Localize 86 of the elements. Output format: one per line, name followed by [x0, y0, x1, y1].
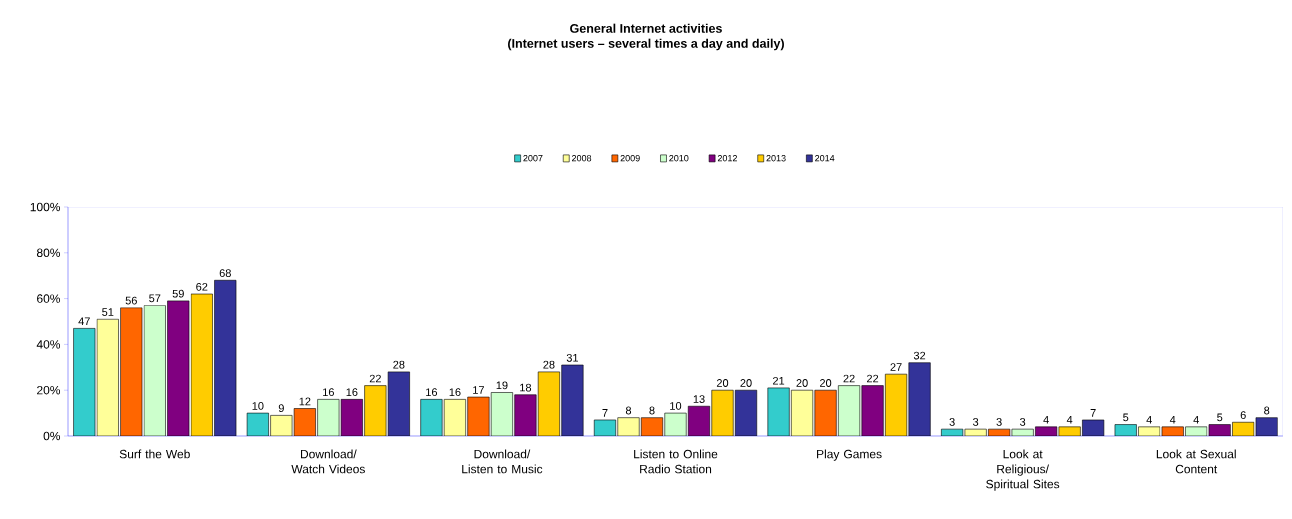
legend-label: 2007 [523, 155, 543, 162]
bar [514, 394, 537, 436]
chart-title: General Internet activities [570, 23, 722, 33]
bar [167, 300, 190, 436]
bar [561, 364, 584, 436]
data-label: 3 [1020, 418, 1026, 426]
data-label: 56 [125, 296, 137, 305]
data-label: 20 [796, 379, 808, 387]
data-label: 16 [449, 388, 461, 397]
y-tick-label: 60% [37, 294, 61, 303]
legend-label: 2013 [766, 155, 786, 162]
data-label: 8 [1264, 406, 1270, 415]
data-label: 22 [867, 374, 879, 383]
legend-label: 2014 [815, 155, 835, 162]
data-label: 16 [323, 388, 334, 397]
x-tick-label: Look at Sexual Content [1156, 449, 1236, 474]
bar [908, 362, 931, 436]
y-tick-label: 80% [36, 248, 61, 258]
data-label: 20 [716, 379, 729, 387]
y-tick-label: 0% [43, 431, 61, 441]
legend-label: 2012 [717, 155, 737, 162]
data-label: 4 [1066, 415, 1073, 424]
legend-label: 2010 [669, 155, 689, 162]
data-label: 7 [1090, 409, 1096, 417]
data-label: 4 [1193, 415, 1199, 424]
data-label: 20 [820, 379, 832, 387]
data-label: 4 [1169, 415, 1176, 424]
bar [120, 307, 143, 436]
data-label: 8 [625, 406, 632, 415]
data-label: 59 [172, 289, 184, 298]
chart-subtitle: (Internet users – several times a day and daily) [508, 38, 784, 51]
x-tick-label: Listen to Online Radio Station [634, 449, 718, 474]
data-label: 16 [346, 388, 358, 397]
data-label: 28 [543, 360, 555, 369]
bar [617, 417, 640, 436]
data-label: 32 [913, 351, 926, 360]
x-tick-label: Download/ Watch Videos [291, 449, 365, 474]
data-label: 17 [473, 386, 484, 394]
data-label: 6 [1240, 411, 1246, 419]
bar [214, 279, 237, 436]
x-tick-label: Play Games [817, 449, 882, 461]
legend-label: 2009 [620, 155, 640, 162]
data-label: 68 [219, 269, 231, 277]
bar [387, 371, 410, 436]
y-tick-label: 100% [30, 202, 61, 212]
data-label: 12 [299, 397, 311, 406]
data-label: 16 [426, 388, 438, 397]
bar [861, 385, 884, 436]
y-tick-label: 20% [37, 385, 61, 395]
data-label: 8 [649, 406, 655, 415]
data-label: 27 [890, 363, 902, 371]
bar [73, 328, 96, 436]
bar [814, 389, 837, 436]
bar [467, 396, 490, 436]
data-label: 22 [843, 374, 855, 383]
data-label: 62 [196, 282, 208, 291]
data-label: 21 [773, 376, 785, 385]
x-tick-label: Surf the Web [119, 449, 190, 459]
data-label: 3 [949, 418, 955, 426]
data-label: 13 [693, 395, 705, 403]
data-label: 57 [149, 294, 161, 303]
data-label: 7 [602, 409, 608, 417]
y-tick-label: 40% [36, 340, 61, 349]
data-label: 51 [102, 308, 114, 316]
data-label: 22 [369, 374, 381, 383]
data-label: 5 [1217, 413, 1223, 422]
data-label: 4 [1043, 415, 1049, 424]
bar [420, 399, 443, 436]
data-label: 19 [496, 381, 508, 390]
data-label: 9 [278, 404, 284, 413]
data-label: 4 [1146, 415, 1152, 424]
bar [96, 318, 119, 436]
data-label: 20 [740, 379, 752, 387]
data-label: 47 [78, 317, 90, 326]
x-tick-label: Look at Religious/ Spiritual Sites [986, 449, 1060, 491]
data-label: 3 [973, 418, 979, 426]
bar [767, 387, 790, 436]
legend-label: 2008 [572, 155, 592, 162]
data-label: 5 [1123, 413, 1129, 422]
data-label: 3 [996, 418, 1002, 426]
data-label: 28 [393, 360, 405, 369]
x-tick-label: Download/ Listen to Music [462, 449, 543, 474]
data-label: 10 [252, 402, 264, 410]
data-label: 31 [566, 353, 579, 362]
data-label: 18 [520, 383, 532, 392]
data-label: 10 [670, 402, 682, 410]
